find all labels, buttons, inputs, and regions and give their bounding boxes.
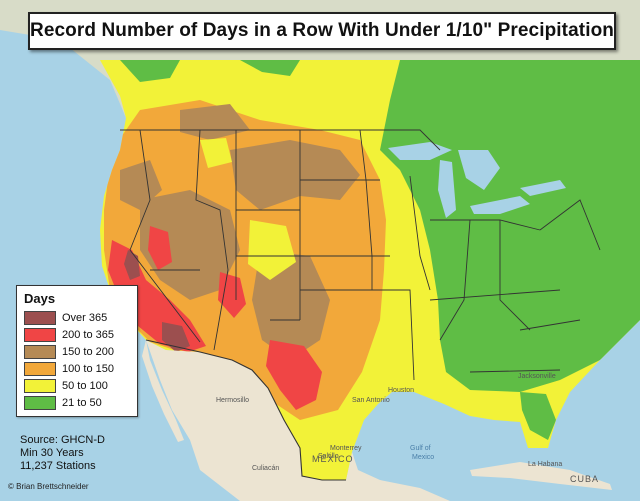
legend-label: 200 to 365 (62, 329, 114, 341)
cuba-island (470, 462, 612, 490)
legend-item-over-365: Over 365 (24, 310, 107, 326)
legend-swatch (24, 396, 56, 410)
baja-peninsula (142, 340, 184, 442)
gulf-label-1: Gulf of (410, 445, 431, 452)
mexico-border (145, 339, 346, 481)
san-antonio-label: San Antonio (352, 397, 390, 404)
source-note: Source: GHCN-D Min 30 Years 11,237 Stati… (20, 434, 105, 473)
legend-swatch (24, 345, 56, 359)
legend-label: 150 to 200 (62, 346, 114, 358)
legend-swatch (24, 311, 56, 325)
mexico-label: MÉXICO (312, 454, 354, 464)
legend-item-21-50: 21 to 50 (24, 395, 102, 411)
gulf-label-2: Mexico (412, 454, 434, 461)
legend-label: 50 to 100 (62, 380, 108, 392)
jacksonville-label: Jacksonville (518, 373, 556, 380)
legend: Days Over 365 200 to 365 150 to 200 100 … (16, 285, 138, 417)
legend-label: 100 to 150 (62, 363, 114, 375)
legend-title: Days (24, 291, 56, 306)
monterrey-label: Monterrey (330, 445, 362, 452)
mexico-land (146, 340, 450, 501)
la-habana-label: La Habana (528, 461, 562, 468)
saltillo-label: Saltillo (318, 453, 339, 460)
state-boundaries (120, 129, 601, 381)
houston-label: Houston (388, 387, 414, 394)
legend-swatch (24, 379, 56, 393)
legend-item-150-200: 150 to 200 (24, 344, 114, 360)
legend-swatch (24, 328, 56, 342)
cuba-label: CUBA (570, 474, 599, 484)
legend-label: Over 365 (62, 312, 108, 324)
legend-label: 21 to 50 (62, 397, 102, 409)
map-title-box: Record Number of Days in a Row With Unde… (28, 12, 616, 50)
legend-swatch (24, 362, 56, 376)
culiacan-label: Culiacán (252, 465, 279, 472)
legend-item-50-100: 50 to 100 (24, 378, 108, 394)
stations-line: 11,237 Stations (20, 460, 96, 472)
legend-item-100-150: 100 to 150 (24, 361, 114, 377)
min-years-line: Min 30 Years (20, 447, 84, 459)
legend-item-200-365: 200 to 365 (24, 327, 114, 343)
credit: © Brian Brettschneider (8, 482, 89, 491)
map-title: Record Number of Days in a Row With Unde… (30, 20, 614, 41)
hermosillo-label: Hermosillo (216, 397, 249, 404)
source-line: Source: GHCN-D (20, 434, 105, 446)
